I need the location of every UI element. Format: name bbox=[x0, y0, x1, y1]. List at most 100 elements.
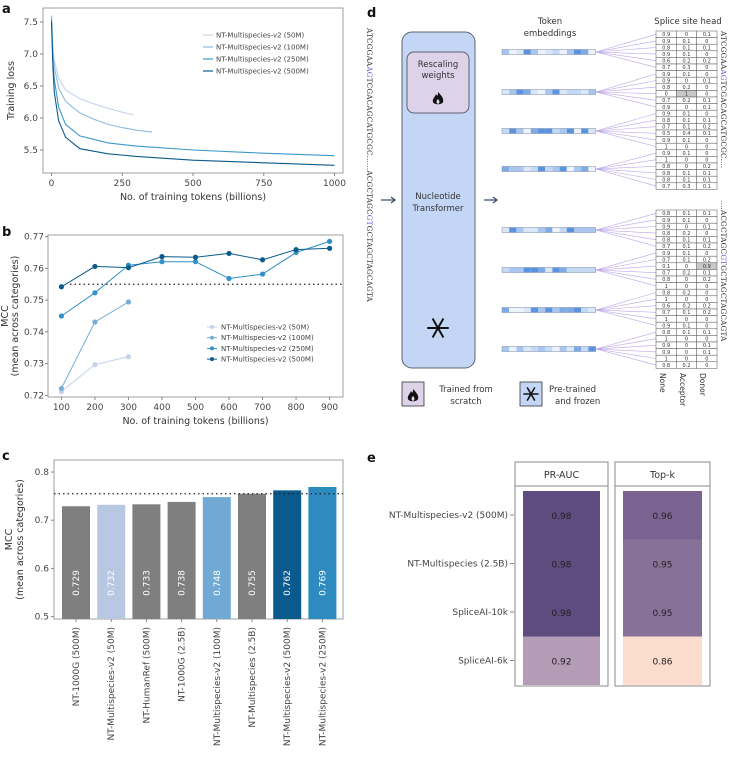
embedding-cell bbox=[545, 267, 553, 273]
head-cell-value: 0.5 bbox=[662, 131, 670, 137]
connection-line bbox=[595, 119, 657, 132]
fire-icon bbox=[432, 92, 444, 105]
loss-curve-2 bbox=[50, 18, 335, 157]
head-cell-value: 0.8 bbox=[662, 45, 670, 51]
head-cell-value: 0 bbox=[705, 85, 708, 91]
legend-trained-label-2: scratch bbox=[450, 397, 481, 407]
sequence-bottom: ....ACGCTAGCGTGCTAGCTAGCAGTA bbox=[719, 200, 728, 342]
column-frame bbox=[514, 485, 609, 687]
y-tick-label: 0.72 bbox=[24, 391, 44, 401]
connection-line bbox=[595, 292, 657, 311]
legend-trained-label-1: Trained from bbox=[438, 385, 493, 395]
head-cell-value: 0.7 bbox=[662, 98, 670, 104]
embedding-cell bbox=[588, 49, 596, 55]
embedding-cell bbox=[516, 346, 524, 352]
head-cell-value: 0 bbox=[705, 251, 708, 257]
embedding-cell bbox=[545, 307, 553, 313]
embedding-cell bbox=[538, 89, 546, 95]
column-frame bbox=[614, 485, 711, 687]
x-tick-label: NT-Multispecies (2.5B) bbox=[248, 627, 258, 728]
head-cell-value: 0.1 bbox=[703, 184, 711, 190]
embedding-cell bbox=[559, 227, 567, 233]
head-cell-value: 0.2 bbox=[683, 85, 691, 91]
column-header-box bbox=[614, 461, 711, 487]
embedding-cell bbox=[545, 227, 553, 233]
connection-line bbox=[595, 348, 657, 366]
embedding-cell bbox=[530, 227, 538, 233]
y-tick-label: 0.73 bbox=[24, 360, 44, 370]
snowflake-icon bbox=[427, 318, 449, 338]
chart-b-mcc-vs-tokens: 100 200 300 400 500 600 700 800 900 0.72 0.73 0.74 0… bbox=[0, 233, 344, 427]
x-tick-label: 900 bbox=[321, 403, 338, 413]
heatmap-cell bbox=[623, 588, 702, 637]
data-point bbox=[125, 354, 132, 360]
embedding-cell bbox=[588, 166, 596, 172]
row-label: NT-Multispecies-v2 (500M) bbox=[389, 511, 508, 521]
connection-line bbox=[595, 348, 657, 353]
embedding-cell bbox=[574, 128, 582, 134]
connection-line bbox=[595, 40, 657, 53]
connection-line bbox=[595, 269, 657, 287]
embedding-frame bbox=[501, 346, 596, 352]
embedding-cell bbox=[574, 307, 582, 313]
embedding-cell bbox=[538, 267, 546, 273]
bar bbox=[167, 501, 196, 619]
token-embedding bbox=[501, 73, 657, 108]
data-point bbox=[58, 313, 65, 319]
bar-value-label: 0.748 bbox=[213, 570, 223, 596]
head-cell-value: 0.1 bbox=[683, 251, 691, 257]
head-cell-value: 0.8 bbox=[662, 118, 670, 124]
token-embedding bbox=[501, 113, 657, 147]
head-cell-value: 0 bbox=[705, 218, 708, 224]
legend-frozen-label-2: and frozen bbox=[555, 397, 600, 407]
embedding-cell bbox=[516, 49, 524, 55]
sequence-segment: AG bbox=[719, 68, 728, 80]
data-point bbox=[125, 299, 132, 305]
connection-line bbox=[595, 168, 657, 187]
head-cell-value: 0.6 bbox=[662, 304, 670, 310]
x-tick-label: 100 bbox=[53, 403, 70, 413]
embedding-cell bbox=[566, 307, 574, 313]
head-cell-value: 0 bbox=[705, 138, 708, 144]
input-sequence: ATCGGAAAGTCGACAGCATGCGC......ACGCTAGCGTG… bbox=[365, 27, 374, 303]
embedding-frame bbox=[501, 267, 596, 273]
head-cell-value: 0.8 bbox=[662, 330, 670, 336]
embedding-cell bbox=[559, 128, 567, 134]
head-cell-value: 0.1 bbox=[703, 78, 711, 84]
splice-head-table-bottom: 0.8 0.1 0.10.9 0.1 00.9 0 0.10.8 0.2 00.8 0.1 0.10… bbox=[655, 209, 718, 369]
head-cell-value: 0.2 bbox=[683, 304, 691, 310]
head-cell-value: 0.1 bbox=[703, 238, 711, 244]
embedding-cell bbox=[523, 166, 531, 172]
embedding-cell bbox=[552, 49, 560, 55]
connection-line bbox=[595, 34, 657, 53]
panel-label-a: a bbox=[2, 2, 11, 17]
head-cell-value: 0.2 bbox=[683, 271, 691, 277]
head-cell-value: 0 bbox=[705, 284, 708, 290]
embedding-cell bbox=[574, 346, 582, 352]
embedding-cell bbox=[538, 346, 546, 352]
x-axis-label: No. of training tokens (billions) bbox=[120, 192, 266, 203]
bar bbox=[62, 506, 90, 619]
head-cell-value: 0.2 bbox=[683, 363, 691, 369]
embedding-cell bbox=[588, 267, 596, 273]
embedding-cell bbox=[545, 128, 553, 134]
data-point bbox=[92, 290, 98, 296]
cell-value: 0.95 bbox=[652, 561, 672, 571]
head-cell-value: 1 bbox=[665, 337, 668, 343]
connection-line bbox=[595, 252, 657, 271]
cell-value: 0.96 bbox=[652, 512, 672, 522]
head-cell-value: 1 bbox=[665, 317, 668, 323]
heatmap-cell bbox=[523, 539, 600, 588]
x-tick-label: NT-1000G (500M) bbox=[72, 627, 82, 706]
legend-label: NT-Multispecies-v2 (500M) bbox=[216, 68, 309, 76]
head-cell-value: 1 bbox=[665, 297, 668, 303]
head-cell-value: 0 bbox=[685, 164, 688, 170]
head-cell-value: 0.1 bbox=[703, 98, 711, 104]
head-cell-value: 0.1 bbox=[703, 131, 711, 137]
head-cell-value: 0 bbox=[705, 158, 708, 164]
embedding-cell bbox=[574, 267, 582, 273]
head-cell-value: 1 bbox=[685, 92, 688, 98]
token-embedding bbox=[501, 292, 657, 326]
embedding-cell bbox=[530, 128, 538, 134]
